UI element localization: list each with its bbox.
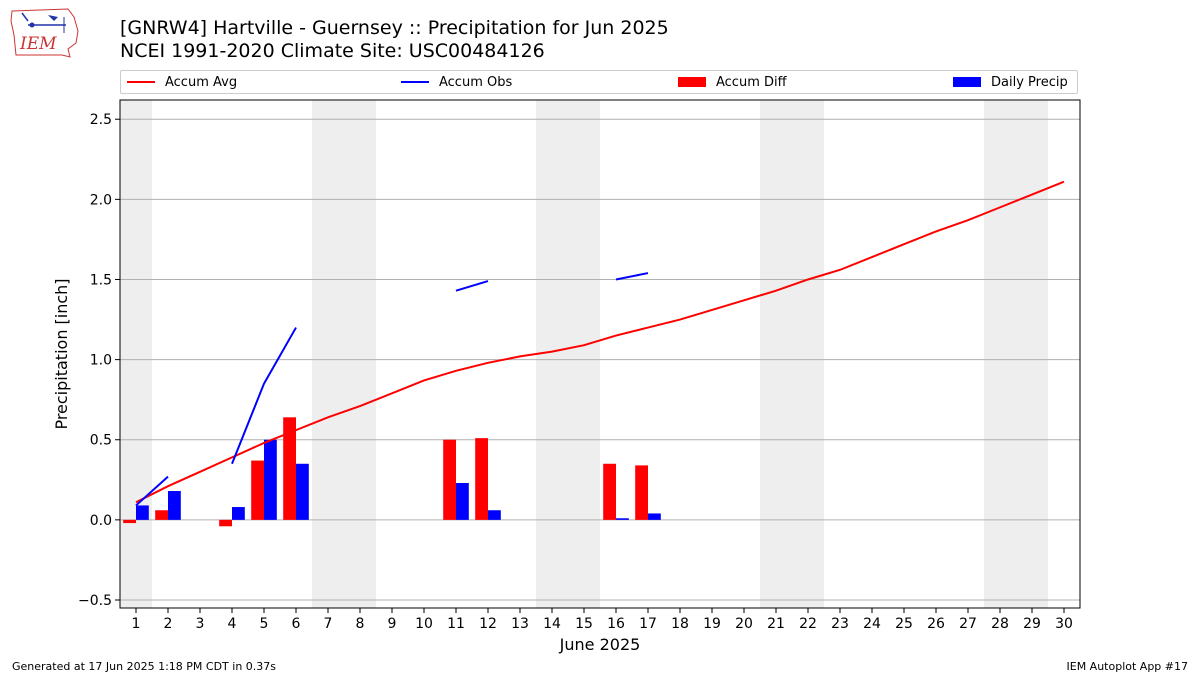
legend-label-accum-diff: Accum Diff [716, 74, 787, 90]
accum-diff-bar [603, 463, 616, 520]
accum-diff-bar [219, 519, 232, 527]
legend-label-daily-precip: Daily Precip [991, 74, 1068, 90]
accum-diff-bar [283, 417, 296, 520]
x-tick-label: 17 [639, 616, 657, 632]
accum-obs-line [455, 280, 489, 292]
y-tick-label: 1.5 [90, 272, 112, 288]
x-tick-label: 26 [927, 616, 945, 632]
y-tick-label: 0.0 [90, 513, 112, 529]
legend-label-accum-avg: Accum Avg [165, 74, 238, 90]
x-tick-label: 6 [292, 616, 301, 632]
daily-precip-bar [264, 439, 277, 520]
legend-item-accum-diff: Accum Diff [678, 71, 787, 93]
weekend-shade [760, 100, 792, 608]
daily-precip-bar [296, 463, 309, 520]
daily-precip-bar [456, 483, 469, 520]
daily-precip-bar [488, 510, 501, 520]
x-tick-label: 5 [260, 616, 269, 632]
x-tick-label: 10 [415, 616, 433, 632]
accum-obs-line [231, 327, 297, 465]
daily-precip-bar [136, 505, 149, 520]
x-tick-label: 27 [959, 616, 977, 632]
x-tick-label: 28 [991, 616, 1009, 632]
weekend-shade [1016, 100, 1048, 608]
accum-diff-bar [155, 510, 168, 520]
accum-avg-line [135, 180, 1065, 504]
x-tick-label: 3 [196, 616, 205, 632]
legend-swatch-accum-diff [678, 77, 706, 87]
weekend-shade [344, 100, 376, 608]
daily-precip-bar [648, 513, 661, 520]
y-tick-label: 2.5 [90, 112, 112, 128]
legend-swatch-accum-obs [401, 81, 429, 83]
x-tick-label: 29 [1023, 616, 1041, 632]
accum-diff-bar [251, 460, 264, 520]
footer-generated-text: Generated at 17 Jun 2025 1:18 PM CDT in … [12, 660, 277, 673]
daily-precip-bar [168, 491, 181, 520]
weekend-shade [568, 100, 600, 608]
legend-swatch-accum-avg [127, 81, 155, 83]
accum-diff-bar [443, 439, 456, 520]
x-tick-label: 14 [543, 616, 561, 632]
x-tick-label: 21 [767, 616, 785, 632]
accum-obs-line [615, 272, 649, 281]
x-tick-label: 8 [356, 616, 365, 632]
y-axis-label: Precipitation [inch] [52, 278, 71, 429]
weekend-shade [984, 100, 1016, 608]
x-tick-label: 25 [895, 616, 913, 632]
y-tick-label: 0.5 [90, 433, 112, 449]
x-tick-label: 22 [799, 616, 817, 632]
accum-obs-line [135, 475, 169, 507]
legend-item-daily-precip: Daily Precip [953, 71, 1068, 93]
x-tick-label: 1 [132, 616, 141, 632]
plot-frame [119, 99, 1081, 609]
chart-title-line2: NCEI 1991-2020 Climate Site: USC00484126 [120, 40, 545, 62]
accum-diff-bar [635, 465, 648, 520]
y-tick-label: −0.5 [78, 593, 112, 609]
weekend-shade [312, 100, 344, 608]
svg-text:IEM: IEM [19, 34, 57, 54]
x-tick-label: 13 [511, 616, 529, 632]
x-tick-label: 4 [228, 616, 237, 632]
y-tick-label: 2.0 [90, 192, 112, 208]
iem-logo: IEM [10, 8, 79, 58]
x-axis-label: June 2025 [559, 635, 641, 654]
legend-item-accum-avg: Accum Avg [127, 71, 237, 93]
x-tick-label: 15 [575, 616, 593, 632]
y-tick-label: 1.0 [90, 353, 112, 369]
x-tick-label: 16 [607, 616, 625, 632]
x-tick-label: 20 [735, 616, 753, 632]
chart-title-line1: [GNRW4] Hartville - Guernsey :: Precipit… [120, 17, 669, 39]
footer-app-text: IEM Autoplot App #17 [1066, 660, 1189, 673]
x-tick-label: 9 [388, 616, 397, 632]
weekend-shade [120, 100, 152, 608]
x-tick-label: 12 [479, 616, 497, 632]
accum-diff-bar [123, 519, 136, 524]
legend-label-accum-obs: Accum Obs [439, 74, 513, 90]
x-tick-label: 2 [164, 616, 173, 632]
x-tick-label: 23 [831, 616, 849, 632]
x-tick-label: 30 [1055, 616, 1073, 632]
legend-swatch-daily-precip [953, 77, 981, 87]
x-tick-label: 19 [703, 616, 721, 632]
weekend-shade [792, 100, 824, 608]
daily-precip-bar [616, 518, 629, 520]
x-tick-label: 11 [447, 616, 465, 632]
x-tick-label: 7 [324, 616, 333, 632]
x-tick-label: 24 [863, 616, 881, 632]
daily-precip-bar [232, 507, 245, 520]
accum-diff-bar [475, 438, 488, 520]
x-tick-label: 18 [671, 616, 689, 632]
legend: Accum Avg Accum Obs Accum Diff Daily Pre… [120, 70, 1078, 94]
legend-item-accum-obs: Accum Obs [401, 71, 512, 93]
